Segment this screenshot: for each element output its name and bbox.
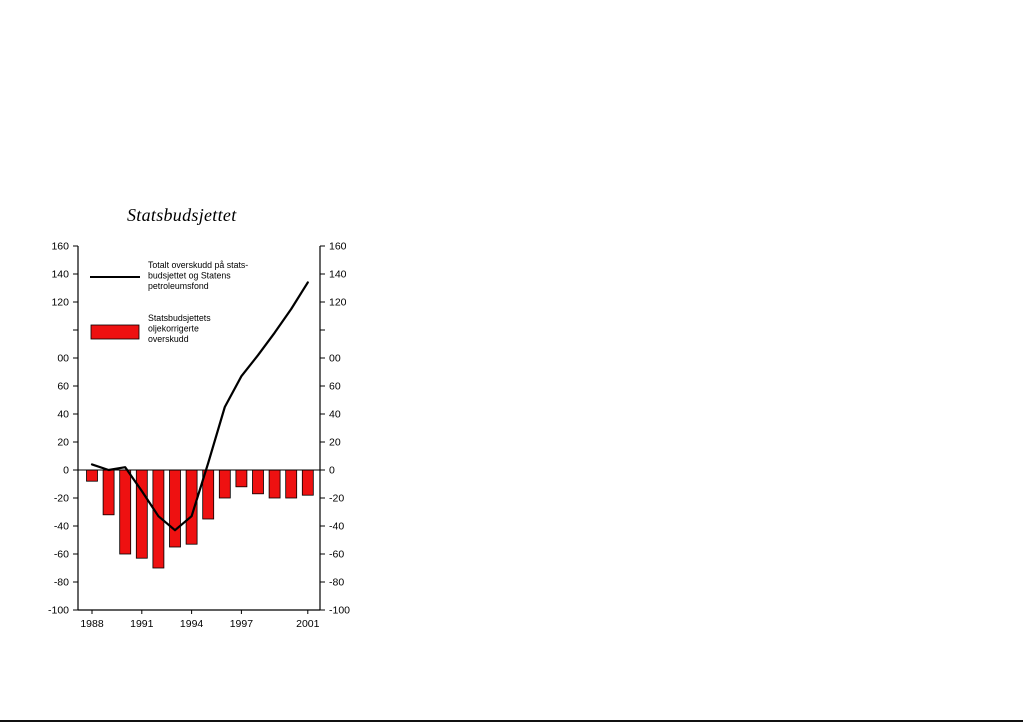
bar-1997: [235, 469, 248, 488]
y-tick-label-left: 120: [51, 297, 69, 309]
legend-bar-label: overskudd: [148, 334, 189, 344]
legend-line-label: Totalt overskudd på stats-: [148, 260, 248, 270]
y-tick-label-left: 60: [57, 381, 69, 393]
y-tick-label-left: 00: [57, 353, 69, 365]
y-tick-label-right: 20: [329, 437, 341, 449]
x-tick-label: 1988: [80, 618, 104, 630]
x-tick-label: 1997: [230, 618, 254, 630]
y-tick-label-left: -20: [54, 493, 69, 505]
x-tick-label: 1991: [130, 618, 154, 630]
y-tick-label-left: 140: [51, 269, 69, 281]
bar-1996: [218, 469, 231, 499]
y-tick-label-left: 20: [57, 437, 69, 449]
y-tick-label-right: -20: [329, 493, 344, 505]
y-tick-label-right: 160: [329, 241, 347, 253]
y-tick-label-right: -100: [329, 605, 350, 617]
x-tick-label: 1994: [180, 618, 204, 630]
y-tick-label-right: 140: [329, 269, 347, 281]
y-tick-label-left: 0: [63, 465, 69, 477]
bar-1993: [169, 469, 181, 548]
y-tick-label-right: -80: [329, 577, 344, 589]
y-tick-label-right: -60: [329, 549, 344, 561]
bar-2001: [301, 469, 314, 496]
y-tick-label-right: 0: [329, 465, 335, 477]
legend-bar-label: Statsbudsjettets: [148, 313, 211, 323]
y-tick-label-right: 60: [329, 381, 341, 393]
bar-1991: [135, 469, 148, 559]
y-tick-label-right: -40: [329, 521, 344, 533]
y-tick-label-left: 40: [57, 409, 69, 421]
bar-1999: [268, 469, 281, 499]
footer-rule: [0, 720, 1023, 722]
legend-line-label: budsjettet og Statens: [148, 271, 231, 281]
chart-title: Statsbudsjettet: [127, 205, 237, 225]
y-tick-label-left: -80: [54, 577, 69, 589]
y-tick-label-left: 160: [51, 241, 69, 253]
x-tick-label: 2001: [296, 618, 320, 630]
bar-1990: [119, 469, 132, 555]
total-surplus-line: [90, 281, 309, 532]
bar-1998: [252, 469, 264, 495]
y-tick-label-left: -40: [54, 521, 69, 533]
y-tick-label-left: -100: [48, 605, 69, 617]
y-tick-label-right: 40: [329, 409, 341, 421]
legend-line-label: petroleumsfond: [148, 281, 209, 291]
legend-bar-label: oljekorrigerte: [148, 324, 199, 334]
bar-1988: [86, 469, 98, 482]
y-tick-label-right: 120: [329, 297, 347, 309]
y-tick-label-right: 00: [329, 353, 341, 365]
bar-1989: [102, 469, 115, 516]
legend-bar-sample: [90, 324, 140, 340]
y-tick-label-left: -60: [54, 549, 69, 561]
bar-2000: [285, 469, 298, 499]
